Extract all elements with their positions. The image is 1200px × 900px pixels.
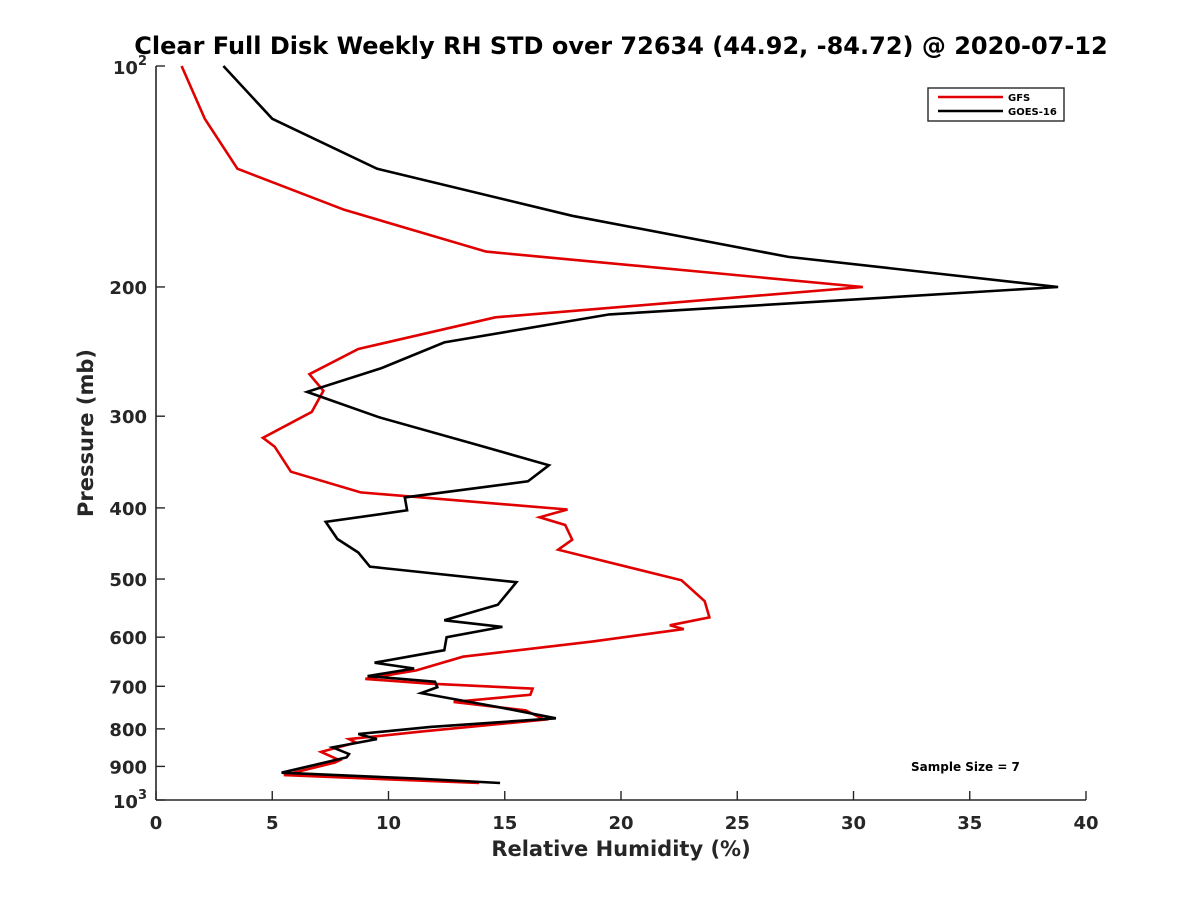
y-tick-exponent: 2	[138, 54, 147, 69]
x-tick-label: 25	[725, 813, 750, 834]
x-tick-label: 0	[150, 813, 163, 834]
y-tick-exponent: 3	[138, 788, 147, 803]
series-line-goes16	[222, 65, 1059, 785]
x-axis-label: Relative Humidity (%)	[491, 837, 750, 861]
y-tick-label: 700	[109, 677, 147, 698]
x-tick-label: 40	[1073, 813, 1098, 834]
series-group	[180, 65, 1059, 785]
y-tick-label: 200	[109, 278, 147, 299]
x-tick-label: 35	[957, 813, 982, 834]
y-tick-label: 800	[109, 720, 147, 741]
y-tick-label: 900	[109, 757, 147, 778]
series-line-gfs	[180, 65, 863, 785]
legend-label-gfs: GFS	[1008, 93, 1030, 104]
x-axis-ticks: 0 5 10 15 20 25 30 35 40	[150, 791, 1099, 834]
y-tick-label: 500	[109, 570, 147, 591]
legend-box	[927, 87, 1065, 122]
x-tick-label: 5	[266, 813, 279, 834]
x-tick-label: 30	[841, 813, 866, 834]
y-tick-label: 600	[109, 628, 147, 649]
x-tick-label: 10	[376, 813, 401, 834]
x-tick-label: 20	[608, 813, 633, 834]
sample-size-annotation: Sample Size = 7	[911, 760, 1020, 774]
y-tick-base: 10	[113, 58, 138, 79]
x-tick-label: 15	[492, 813, 517, 834]
y-tick-label: 300	[109, 407, 147, 428]
legend: GFS GOES-16	[927, 87, 1065, 122]
y-tick-base: 10	[113, 792, 138, 813]
chart-title: Clear Full Disk Weekly RH STD over 72634…	[134, 32, 1107, 60]
plot-area	[155, 65, 1086, 801]
y-tick-label: 400	[109, 499, 147, 520]
y-tick-label-power: 103	[113, 788, 147, 813]
legend-label-goes16: GOES-16	[1008, 107, 1057, 118]
y-axis-label: Pressure (mb)	[74, 349, 98, 517]
y-tick-label-power: 102	[113, 54, 147, 79]
